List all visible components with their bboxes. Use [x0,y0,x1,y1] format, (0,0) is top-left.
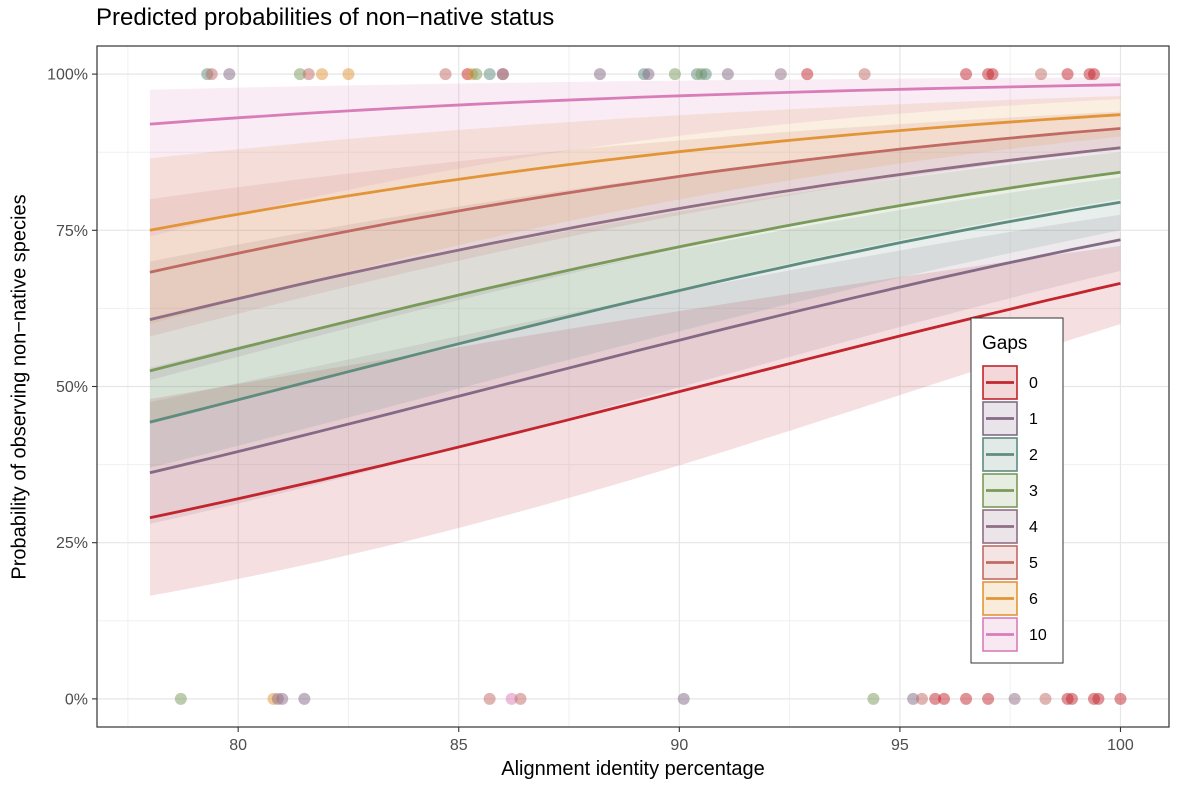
y-tick-label: 50% [56,379,88,396]
legend-label-gaps-2: 2 [1029,447,1038,464]
data-point-top [721,68,734,81]
y-tick-label: 100% [47,67,88,84]
series-line-gaps-5 [149,127,1121,274]
data-point-bottom [907,692,920,705]
legend-label-gaps-3: 3 [1029,483,1038,500]
y-tick-label: 0% [65,691,88,708]
ribbon-gaps-10 [149,77,1121,237]
data-point-top [699,68,712,81]
series-line-gaps-0 [149,282,1121,520]
data-point-top [858,68,871,81]
data-point-top [1061,68,1074,81]
y-axis-label: Probability of observing non−native spec… [8,194,31,580]
data-point-top [470,68,483,81]
data-point-top [960,68,973,81]
series-line-gaps-6 [149,113,1121,232]
data-point-bottom [929,692,942,705]
data-point-bottom [982,692,995,705]
data-point-top [774,68,787,81]
data-point-top [342,68,355,81]
legend-label-gaps-6: 6 [1029,591,1038,608]
x-tick-label: 85 [450,737,468,754]
data-point-bottom [1008,692,1021,705]
x-axis-label: Alignment identity percentage [501,758,765,780]
data-point-top [1088,68,1101,81]
data-point-bottom [867,692,880,705]
legend-label-gaps-4: 4 [1029,519,1038,536]
data-point-bottom [514,692,527,705]
data-point-bottom [483,692,496,705]
data-point-bottom [915,692,928,705]
data-point-top [642,68,655,81]
x-tick-label: 90 [670,737,688,754]
y-tick-label: 25% [56,535,88,552]
data-point-top [496,68,509,81]
data-point-bottom [505,692,518,705]
legend-label-gaps-0: 0 [1029,375,1038,392]
data-point-top [801,68,814,81]
data-point-bottom [938,692,951,705]
data-point-bottom [677,692,690,705]
data-point-top [1035,68,1048,81]
ribbon-gaps-3 [149,152,1121,424]
legend-title: Gaps [982,333,1027,354]
data-point-top [205,68,218,81]
data-point-bottom [174,692,187,705]
data-point-top [668,68,681,81]
series-line-gaps-3 [149,170,1121,373]
y-tick-label: 75% [56,223,88,240]
series-line-gaps-1 [149,238,1121,475]
series-line-gaps-2 [149,200,1121,424]
x-tick-label: 95 [891,737,909,754]
data-point-top [593,68,606,81]
x-tick-label: 100 [1107,737,1134,754]
ribbon-gaps-2 [149,177,1121,468]
prediction-lines [149,83,1121,520]
data-point-top [302,68,315,81]
legend-label-gaps-10: 10 [1029,627,1047,644]
series-line-gaps-10 [149,83,1121,126]
data-point-bottom [1065,692,1078,705]
data-point-bottom [298,692,311,705]
series-line-gaps-4 [149,146,1121,321]
ribbon-gaps-0 [149,245,1121,596]
legend-label-gaps-1: 1 [1029,411,1038,428]
chart-title: Predicted probabilities of non−native st… [96,4,555,31]
legend-label-gaps-5: 5 [1029,555,1038,572]
data-point-bottom [1114,692,1127,705]
data-point-top [483,68,496,81]
ribbon-gaps-5 [149,111,1121,337]
data-point-bottom [1039,692,1052,705]
data-point-top [315,68,328,81]
data-point-top [223,68,236,81]
data-point-top [986,68,999,81]
x-tick-label: 80 [229,737,247,754]
observed-points [174,68,1127,705]
data-point-bottom [276,692,289,705]
data-point-bottom [1092,692,1105,705]
data-point-bottom [960,692,973,705]
data-point-top [293,68,306,81]
data-point-top [439,68,452,81]
legend: Gaps 0 1 2 3 4 5 6 10 [970,317,1064,664]
